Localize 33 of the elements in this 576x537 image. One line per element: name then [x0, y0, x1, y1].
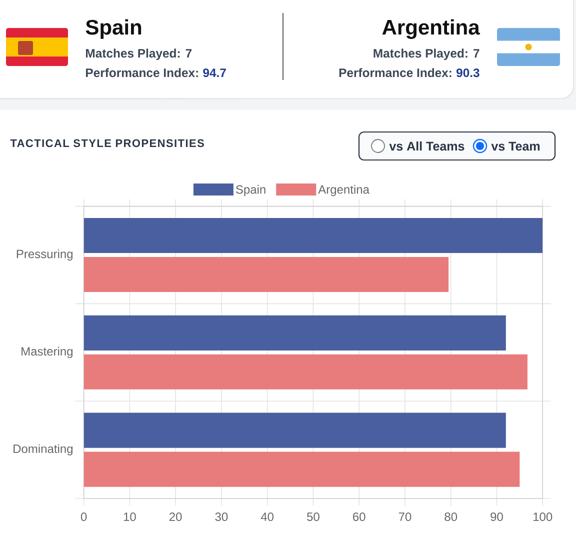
x-tick-label: 0 [80, 512, 87, 522]
x-tick-label: 10 [124, 512, 136, 522]
x-tick-label: 30 [215, 512, 228, 522]
x-tick-label: 60 [353, 512, 366, 522]
bar [84, 315, 506, 350]
text: 94.7 [203, 68, 226, 78]
x-tick-label: 20 [169, 512, 182, 522]
text: Performance Index: [339, 68, 452, 78]
text: Matches Played: 7 [86, 48, 192, 60]
bar [84, 412, 506, 448]
text: Argentina [382, 19, 480, 39]
bar [84, 354, 528, 390]
chart-title: TACTICAL STYLE PROPENSITIES [10, 139, 204, 148]
text: vs All Teams [389, 141, 464, 151]
text: Performance Index: [86, 68, 198, 78]
bar [84, 452, 520, 487]
x-tick-label: 70 [398, 512, 412, 522]
text: Spain [86, 19, 142, 39]
x-tick-label: 50 [307, 512, 320, 522]
y-tick-label: Dominating [14, 444, 72, 456]
text: Matches Played: 7 [374, 48, 480, 60]
bar [84, 256, 449, 292]
x-tick-label: 90 [490, 512, 503, 522]
x-tick-label: 100 [534, 512, 552, 522]
y-tick-label: Mastering [22, 346, 73, 358]
x-tick-label: 40 [260, 512, 274, 522]
y-tick-label: Pressuring [16, 249, 73, 261]
text: 90.3 [456, 68, 480, 78]
bar [84, 218, 543, 254]
x-tick-label: 80 [444, 512, 458, 522]
legend-label: Argentina [318, 184, 370, 196]
legend-label: Spain [236, 184, 266, 196]
text: vs Team [491, 142, 540, 151]
